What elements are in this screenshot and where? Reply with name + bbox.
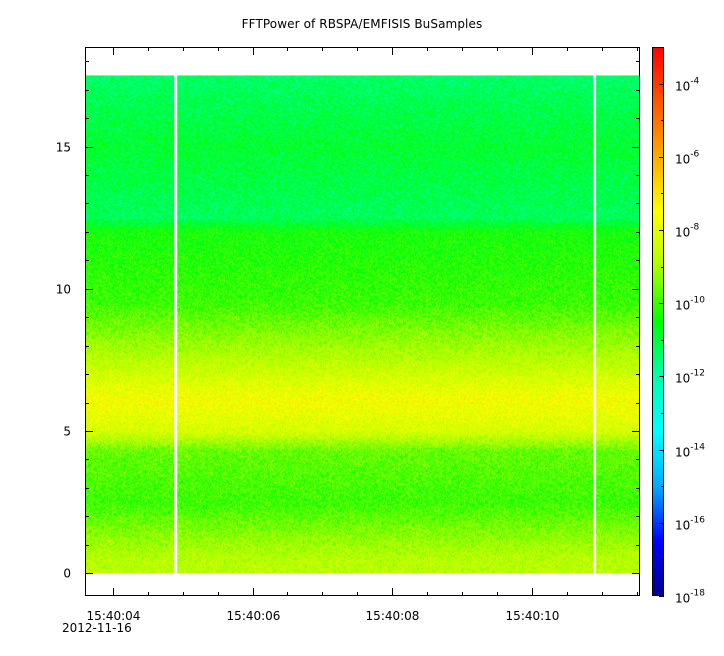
colorbar: 10-4 10-6 10-8 10-10 10-12 10-14 10-16 10-18 <box>652 47 705 606</box>
x-tick-label: 15:40:06 <box>227 609 281 623</box>
colorbar-tick-label: 10-6 <box>675 150 700 167</box>
x-tick-label: 15:40:10 <box>506 609 560 623</box>
x-date-label: 2012-11-16 <box>62 621 132 635</box>
x-tick-label: 15:40:04 <box>87 609 141 623</box>
data-gaps <box>174 75 597 574</box>
colorbar-gradient <box>652 47 664 596</box>
x-tick-label: 15:40:08 <box>366 609 420 623</box>
chart-title: FFTPower of RBSPA/EMFISIS BuSamples <box>241 17 483 31</box>
x-axis: 15:40:04 15:40:06 15:40:08 15:40:10 2012-11-… <box>62 47 638 635</box>
colorbar-tick-label: 10-4 <box>675 77 700 94</box>
y-tick-label: 10 <box>56 283 71 297</box>
colorbar-tick-label: 10-10 <box>675 296 705 313</box>
colorbar-tick-label: 10-18 <box>675 589 705 606</box>
colorbar-tick-label: 10-14 <box>675 443 705 460</box>
y-axis: 0 5 10 15 <box>56 61 640 581</box>
spectrogram-image <box>85 75 640 574</box>
colorbar-tick-label: 10-8 <box>675 223 700 240</box>
y-tick-label: 0 <box>63 567 71 581</box>
spectrogram-heatmap <box>85 75 640 574</box>
y-tick-label: 15 <box>56 141 71 155</box>
colorbar-tick-label: 10-16 <box>675 516 705 533</box>
plot-frame <box>85 47 640 596</box>
colorbar-frame <box>652 47 664 596</box>
data-gap-2 <box>593 75 597 574</box>
colorbar-tick-label: 10-12 <box>675 369 705 386</box>
y-tick-label: 5 <box>63 425 71 439</box>
data-gap-1 <box>174 75 178 574</box>
